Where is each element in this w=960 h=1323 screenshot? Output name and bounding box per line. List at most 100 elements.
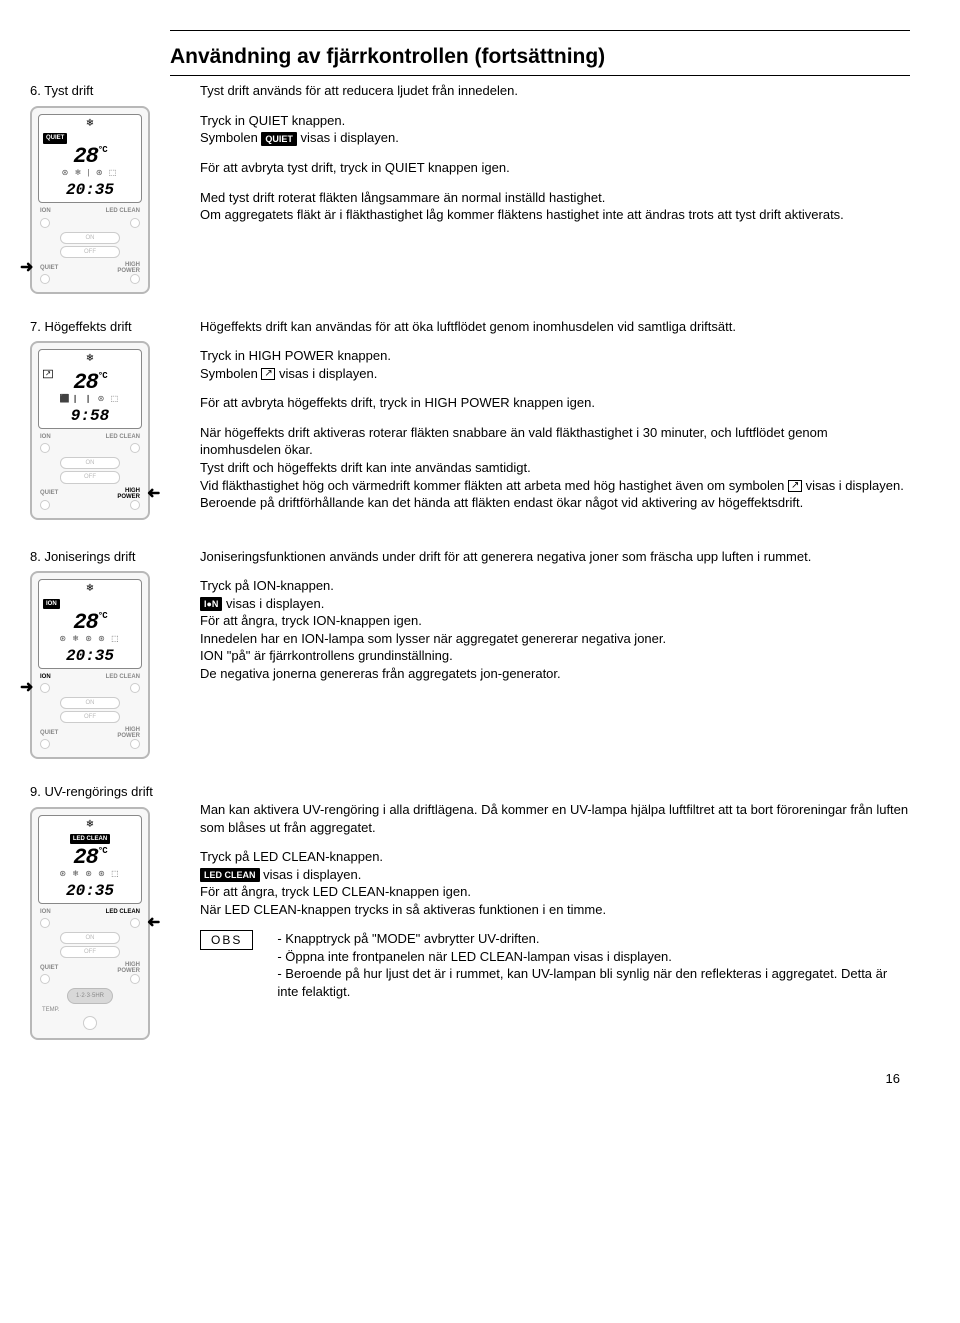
label-led: LED CLEAN: [106, 673, 140, 681]
disp-temp: 28°C: [43, 146, 137, 168]
section-8-heading: 8. Joniserings drift: [30, 548, 200, 566]
btn-dot: [40, 500, 50, 510]
header-rule: [170, 30, 910, 31]
disp-time: 20:35: [43, 181, 137, 200]
obs-label: OBS: [200, 930, 253, 950]
section-7: 7. Högeffekts drift ❄ 28°C ⬛❙ ❙ ⊛ ⬚ 9:58…: [30, 318, 910, 524]
label-highpower: HIGH POWER: [112, 488, 140, 500]
section-9-heading: 9. UV-rengörings drift: [30, 783, 200, 801]
obs-block: OBS - Knapptryck på "MODE" avbrytter UV-…: [200, 930, 910, 1000]
highpower-icon: [261, 368, 275, 380]
disp-mode-icons: ⬛❙ ❙ ⊛ ⬚: [43, 394, 137, 405]
snow-icon: ❄: [43, 354, 137, 364]
s6-p1: Tyst drift används för att reducera ljud…: [200, 82, 910, 100]
label-led: LED CLEAN: [106, 908, 140, 916]
temp-button: [83, 1016, 97, 1030]
s9-p1: Man kan aktivera UV-rengöring i alla dri…: [200, 801, 910, 836]
btn-dot: [40, 443, 50, 453]
temp-label: TEMP.: [38, 1006, 142, 1014]
btn-dot: [40, 274, 50, 284]
snow-icon: ❄: [43, 119, 137, 129]
btn-dot: [40, 918, 50, 928]
label-highpower: HIGH POWER: [112, 962, 140, 974]
ion-badge-icon: I●N: [200, 597, 222, 611]
pill-on: ON: [60, 232, 120, 244]
btn-dot: [40, 218, 50, 228]
section-6-heading: 6. Tyst drift: [30, 82, 200, 100]
btn-dot: [130, 218, 140, 228]
s7-p3: För att avbryta högeffekts drift, tryck …: [200, 394, 910, 412]
label-ion: ION: [40, 908, 51, 916]
label-highpower: HIGH POWER: [112, 727, 140, 739]
section-8: 8. Joniserings drift ❄ ION 28°C ⊛ ❄ ⊛ ⊛ …: [30, 548, 910, 759]
btn-dot: [130, 500, 140, 510]
arrow-indicator-icon: ➜: [20, 257, 33, 279]
obs-item: - Knapptryck på "MODE" avbrytter UV-drif…: [277, 930, 910, 948]
btn-dot: [40, 683, 50, 693]
timer-button: 1·2·3·5HR: [67, 988, 113, 1004]
btn-dot: [130, 918, 140, 928]
ledclean-badge-icon: LED CLEAN: [200, 868, 260, 882]
disp-temp: 28°C: [43, 847, 137, 869]
disp-temp: 28°C: [43, 372, 137, 394]
s7-p4: När högeffekts drift aktiveras roterar f…: [200, 424, 910, 512]
label-quiet: QUIET: [40, 264, 58, 272]
s8-p1: Joniseringsfunktionen används under drif…: [200, 548, 910, 566]
pill-off: OFF: [60, 711, 120, 723]
disp-temp: 28°C: [43, 612, 137, 634]
section-7-heading: 7. Högeffekts drift: [30, 318, 200, 336]
disp-time: 9:58: [43, 407, 137, 426]
disp-mode-icons: ⊛ ❄ ⊛ ⊛ ⬚: [43, 869, 137, 880]
disp-mode-icons: ⊛ ❄ ⊛ ⊛ ⬚: [43, 634, 137, 645]
s6-p4: Med tyst drift roterat fläkten långsamma…: [200, 189, 910, 224]
btn-dot: [40, 974, 50, 984]
btn-dot: [40, 739, 50, 749]
disp-time: 20:35: [43, 647, 137, 666]
remote-s8: ❄ ION 28°C ⊛ ❄ ⊛ ⊛ ⬚ 20:35 ➜ ION LED CLE…: [30, 571, 150, 759]
pill-on: ON: [60, 457, 120, 469]
page-number: 16: [30, 1070, 910, 1088]
remote-s9: ❄ LED CLEAN 28°C ⊛ ❄ ⊛ ⊛ ⬚ 20:35 ION LED…: [30, 807, 150, 1041]
snow-icon: ❄: [43, 584, 137, 594]
obs-item: - Öppna inte frontpanelen när LED CLEAN-…: [277, 948, 910, 966]
label-ion: ION: [40, 433, 51, 441]
label-quiet: QUIET: [40, 729, 58, 737]
quiet-badge-icon: QUIET: [261, 132, 297, 146]
arrow-indicator-icon: ➜: [20, 677, 33, 699]
disp-badge: QUIET: [43, 133, 67, 143]
s7-p2: Tryck in HIGH POWER knappen. Symbolen vi…: [200, 347, 910, 382]
snow-icon: ❄: [43, 820, 137, 830]
obs-item: - Beroende på hur ljust det är i rummet,…: [277, 965, 910, 1000]
highpower-icon: [43, 370, 53, 378]
remote-s6: ❄ QUIET 28°C ⊛ ❄ | ⊛ ⬚ 20:35 ION LED CLE…: [30, 106, 150, 294]
label-ion: ION: [40, 673, 51, 681]
page-title: Användning av fjärrkontrollen (fortsättn…: [170, 43, 910, 76]
section-9: 9. UV-rengörings drift ❄ LED CLEAN 28°C …: [30, 783, 910, 1040]
remote-s7: ❄ 28°C ⬛❙ ❙ ⊛ ⬚ 9:58 ION LED CLEAN ON OF…: [30, 341, 150, 519]
highpower-icon: [788, 480, 802, 492]
pill-on: ON: [60, 932, 120, 944]
btn-dot: [130, 974, 140, 984]
label-led: LED CLEAN: [106, 433, 140, 441]
label-highpower: HIGH POWER: [112, 262, 140, 274]
s9-p2: Tryck på LED CLEAN-knappen. LED CLEAN vi…: [200, 848, 910, 918]
label-ion: ION: [40, 207, 51, 215]
btn-dot: [130, 683, 140, 693]
pill-off: OFF: [60, 471, 120, 483]
btn-dot: [130, 443, 140, 453]
disp-time: 20:35: [43, 882, 137, 901]
btn-dot: [130, 739, 140, 749]
arrow-indicator-icon: ➜: [147, 912, 160, 934]
s7-p1: Högeffekts drift kan användas för att ök…: [200, 318, 910, 336]
arrow-indicator-icon: ➜: [147, 483, 160, 505]
pill-off: OFF: [60, 946, 120, 958]
s6-p3: För att avbryta tyst drift, tryck in QUI…: [200, 159, 910, 177]
pill-on: ON: [60, 697, 120, 709]
label-quiet: QUIET: [40, 964, 58, 972]
pill-off: OFF: [60, 246, 120, 258]
section-6: 6. Tyst drift ❄ QUIET 28°C ⊛ ❄ | ⊛ ⬚ 20:…: [30, 82, 910, 293]
s8-p2: Tryck på ION-knappen. I●N visas i displa…: [200, 577, 910, 682]
disp-mode-icons: ⊛ ❄ | ⊛ ⬚: [43, 168, 137, 179]
disp-badge: ION: [43, 599, 60, 609]
disp-badge: LED CLEAN: [70, 834, 110, 844]
